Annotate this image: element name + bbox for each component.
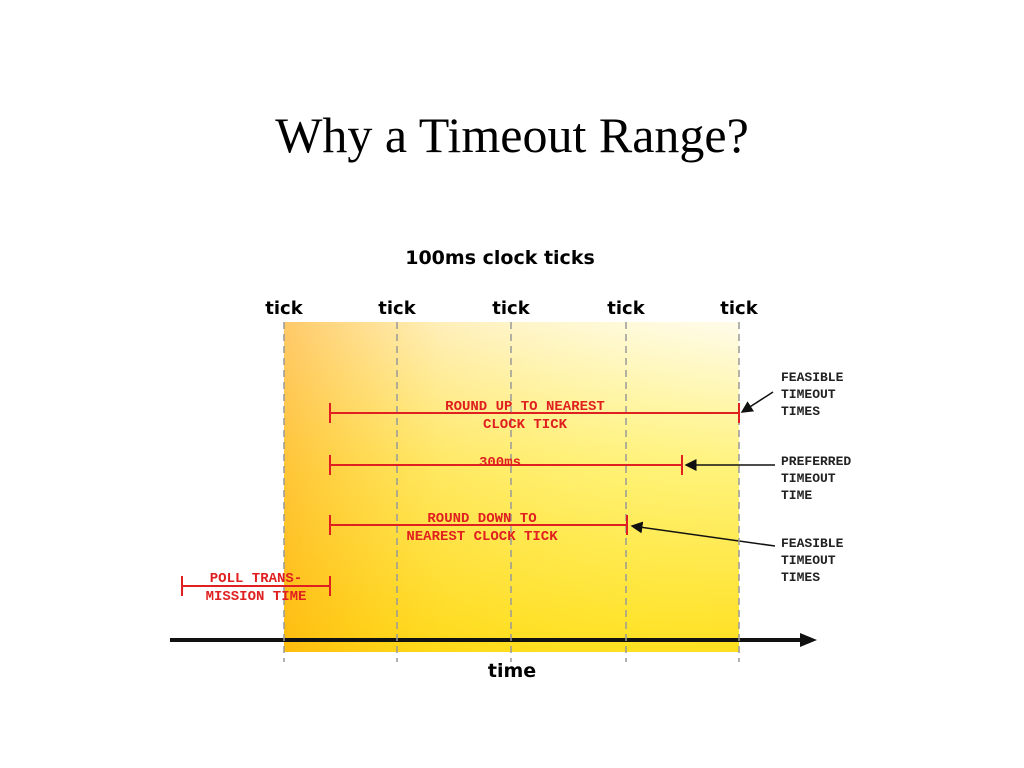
interval-label: 300ms — [479, 455, 521, 471]
note-label: PREFERRED — [781, 454, 851, 469]
axis-label: time — [488, 660, 536, 682]
tick-label: tick — [607, 298, 645, 319]
note-label: TIMEOUT — [781, 387, 836, 402]
note-label: TIMEOUT — [781, 471, 836, 486]
interval-label: CLOCK TICK — [483, 417, 568, 433]
tick-label: tick — [265, 298, 303, 319]
tick-label: tick — [492, 298, 530, 319]
diagram-title: 100ms clock ticks — [405, 247, 595, 269]
note-label: TIMES — [781, 404, 820, 419]
note-label: TIMES — [781, 570, 820, 585]
note-label: FEASIBLE — [781, 370, 844, 385]
note-label: FEASIBLE — [781, 536, 844, 551]
tick-label: tick — [720, 298, 758, 319]
interval-label: NEAREST CLOCK TICK — [406, 529, 558, 545]
note-arrow — [740, 391, 774, 413]
time-arrowhead — [800, 633, 817, 647]
slide-title: Why a Timeout Range? — [275, 107, 749, 163]
note-label: TIME — [781, 488, 812, 503]
note-arrows — [630, 391, 776, 547]
interval-label: POLL TRANS- — [210, 571, 302, 587]
interval-label: ROUND UP TO NEAREST — [445, 399, 605, 415]
interval-label: MISSION TIME — [206, 589, 307, 605]
note-label: TIMEOUT — [781, 553, 836, 568]
interval-label: ROUND DOWN TO — [427, 511, 536, 527]
note-arrow — [630, 521, 776, 547]
tick-label: tick — [378, 298, 416, 319]
